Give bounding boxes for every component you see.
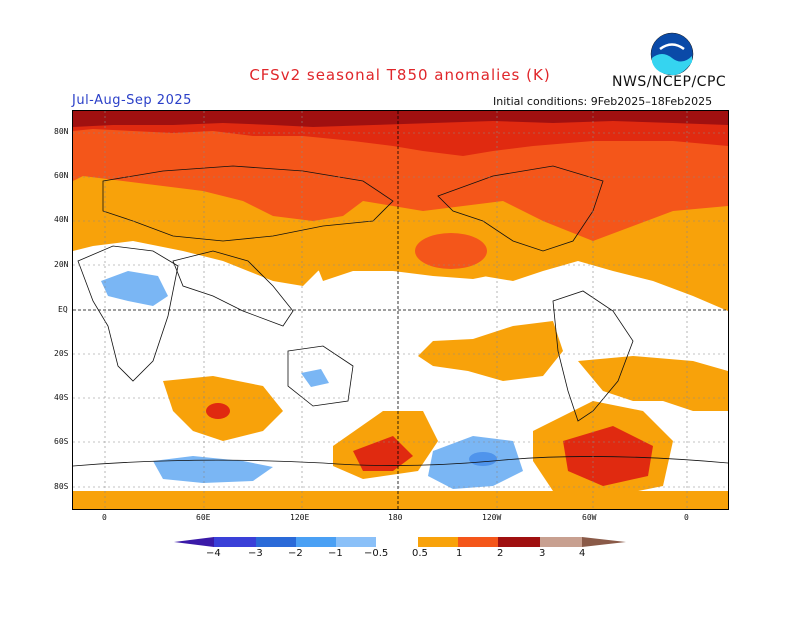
colorbar-swatch-8 xyxy=(498,537,540,547)
colorbar-high-arrow xyxy=(582,537,626,547)
lon-label-0: 0 xyxy=(102,513,107,522)
cool-spot-south-pacific xyxy=(469,452,497,466)
warm-region-s-america xyxy=(578,356,728,411)
lon-label-120w: 120W xyxy=(482,513,502,522)
anomaly-map xyxy=(72,110,729,510)
colorbar-swatch-7 xyxy=(458,537,498,547)
lat-label-80s: 80S xyxy=(54,482,69,491)
forecast-period: Jul-Aug-Sep 2025 xyxy=(72,93,192,108)
colorbar-label-4: 4 xyxy=(579,548,586,559)
warm-region-arctic xyxy=(73,111,728,127)
warm-spot-indian xyxy=(206,403,230,419)
colorbar-swatch-9 xyxy=(540,537,582,547)
agency-label: NWS/NCEP/CPC xyxy=(612,74,727,90)
lon-label-60w: 60W xyxy=(582,513,597,522)
colorbar-label-neg3: −3 xyxy=(248,548,263,559)
colorbar-swatch-4 xyxy=(336,537,376,547)
lat-label-60s: 60S xyxy=(54,437,69,446)
lon-label-0-east: 0 xyxy=(684,513,689,522)
lat-label-40n: 40N xyxy=(54,215,69,224)
map-canvas xyxy=(73,111,728,509)
colorbar-label-1: 1 xyxy=(456,548,463,559)
noaa-logo xyxy=(650,32,694,76)
colorbar-label-neg4: −4 xyxy=(206,548,221,559)
reference-lines xyxy=(73,111,728,509)
colorbar-label-05: 0.5 xyxy=(412,548,428,559)
cool-region-australia xyxy=(301,369,329,387)
lon-label-180: 180 xyxy=(388,513,403,522)
colorbar-label-neg05: −0.5 xyxy=(364,548,389,559)
colorbar-label-neg1: −1 xyxy=(328,548,343,559)
warm-region-drake-2 xyxy=(563,426,653,486)
warm-region-s-atlantic xyxy=(418,321,563,381)
lon-label-120e: 120E xyxy=(290,513,310,522)
colorbar-low-arrow xyxy=(174,537,214,547)
coastlines xyxy=(73,165,728,467)
lon-label-60e: 60E xyxy=(196,513,211,522)
lat-label-eq: EQ xyxy=(58,305,68,314)
cool-region-africa xyxy=(101,271,168,306)
initial-conditions: Initial conditions: 9Feb2025–18Feb2025 xyxy=(493,95,713,108)
warm-spot-pacific xyxy=(415,233,487,269)
lat-label-20s: 20S xyxy=(54,349,69,358)
colorbar-swatch-1 xyxy=(214,537,256,547)
colorbar-swatch-5 xyxy=(376,537,418,547)
colorbar xyxy=(174,537,626,547)
colorbar-swatch-2 xyxy=(256,537,296,547)
colorbar-swatch-6 xyxy=(418,537,458,547)
colorbar-swatch-3 xyxy=(296,537,336,547)
lat-label-20n: 20N xyxy=(54,260,69,269)
cool-region-antarctic-west xyxy=(153,456,273,483)
lat-label-60n: 60N xyxy=(54,171,69,180)
colorbar-label-3: 3 xyxy=(539,548,546,559)
lat-label-40s: 40S xyxy=(54,393,69,402)
lat-label-80n: 80N xyxy=(54,127,69,136)
map-title: CFSv2 seasonal T850 anomalies (K) xyxy=(249,66,551,84)
colorbar-label-2: 2 xyxy=(497,548,504,559)
warm-region-n2 xyxy=(73,111,728,241)
warm-region-antarctic xyxy=(73,491,728,509)
colorbar-label-neg2: −2 xyxy=(288,548,303,559)
graticule xyxy=(73,111,728,509)
